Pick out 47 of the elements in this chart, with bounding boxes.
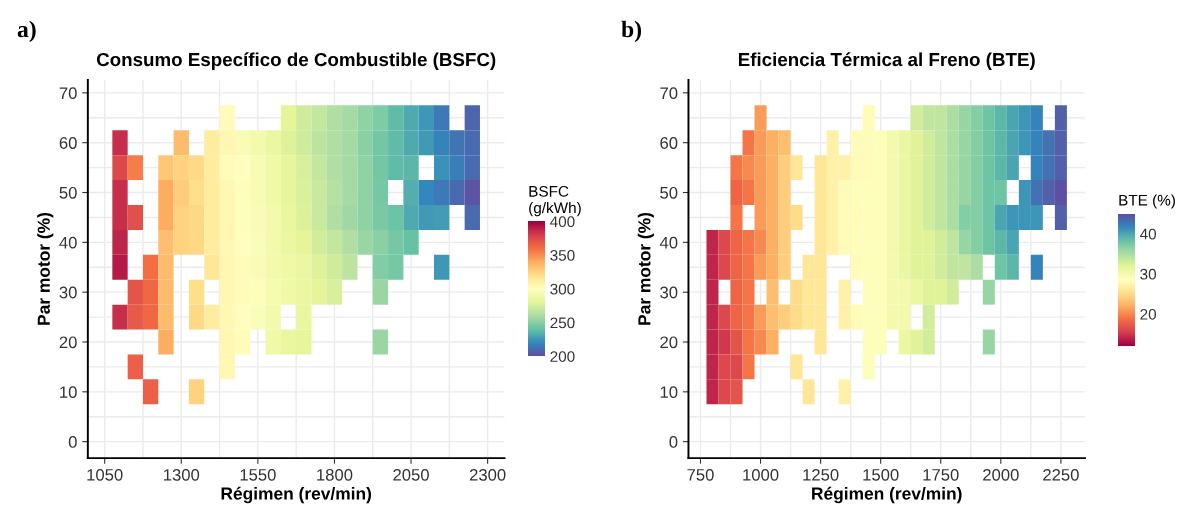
y-axis-title: Par motor (%) bbox=[637, 212, 654, 325]
x-tick-label: 1300 bbox=[164, 468, 200, 481]
color-bar-label: 350 bbox=[550, 250, 575, 261]
color-bar-label: 250 bbox=[550, 317, 575, 329]
x-tick-label: 2250 bbox=[1043, 468, 1079, 481]
x-tick-label: 1250 bbox=[803, 468, 839, 481]
x-tick-label: 1750 bbox=[923, 468, 959, 481]
x-tick-label: 1050 bbox=[87, 468, 123, 481]
text: b) bbox=[621, 20, 642, 43]
y-tick-label: 40 bbox=[659, 236, 678, 249]
y-tick-label: 60 bbox=[59, 137, 77, 149]
y-tick-label: 0 bbox=[669, 436, 678, 448]
y-tick-label: 20 bbox=[59, 336, 77, 349]
x-tick-label: 750 bbox=[687, 468, 714, 481]
color-bar-label: 300 bbox=[550, 283, 575, 295]
color-bar-label: 40 bbox=[1139, 228, 1157, 240]
x-tick-label: 1000 bbox=[743, 468, 779, 481]
x-tick-label: 2050 bbox=[393, 468, 429, 481]
x-tick-label: 2300 bbox=[469, 468, 506, 481]
x-tick-label: 2000 bbox=[983, 468, 1019, 481]
y-tick-label: 10 bbox=[660, 386, 678, 399]
x-axis-title: Régimen (rev/min) bbox=[221, 486, 372, 504]
color-bar-label: 200 bbox=[550, 351, 575, 362]
y-tick-label: 60 bbox=[660, 137, 678, 149]
text: a) bbox=[17, 20, 36, 43]
y-tick-label: 30 bbox=[59, 286, 77, 299]
chart-title: Consumo Específico de Combustible (BSFC) bbox=[96, 52, 496, 70]
y-tick-label: 50 bbox=[59, 186, 77, 199]
x-axis-title: Régimen (rev/min) bbox=[812, 486, 962, 504]
color-bar-label: 20 bbox=[1140, 308, 1157, 320]
color-bar-title: BSFC (g/kWh) bbox=[529, 185, 581, 217]
color-bar-label: 30 bbox=[1140, 268, 1157, 280]
color-bar-label: 400 bbox=[550, 216, 575, 228]
y-tick-label: 70 bbox=[59, 87, 77, 100]
y-axis-title: Par motor (%) bbox=[37, 212, 54, 325]
x-tick-label: 1550 bbox=[240, 468, 276, 481]
color-bar-title: BTE (%) bbox=[1119, 194, 1175, 209]
y-tick-label: 20 bbox=[660, 336, 678, 349]
y-tick-label: 0 bbox=[68, 436, 77, 448]
x-tick-label: 1500 bbox=[863, 468, 899, 481]
y-tick-label: 10 bbox=[60, 386, 77, 399]
y-tick-label: 30 bbox=[660, 286, 678, 299]
x-tick-label: 1800 bbox=[317, 468, 353, 481]
y-tick-label: 50 bbox=[660, 186, 678, 199]
y-tick-label: 70 bbox=[660, 87, 678, 100]
chart-title: Eficiencia Térmica al Freno (BTE) bbox=[738, 52, 1035, 70]
y-tick-label: 40 bbox=[59, 236, 77, 249]
